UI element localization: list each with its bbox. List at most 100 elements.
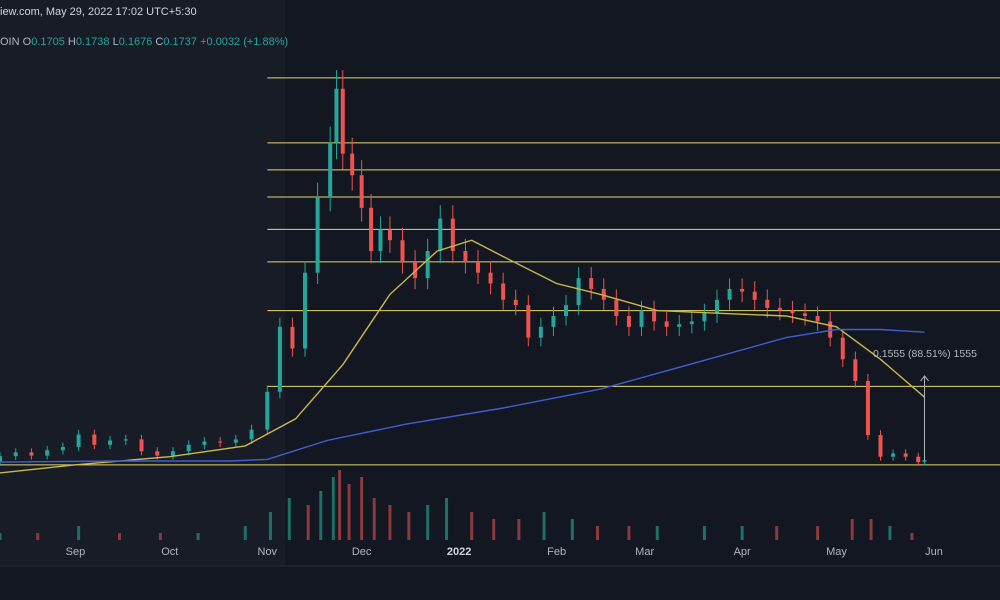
candle-body bbox=[652, 310, 657, 322]
candle-body bbox=[29, 452, 34, 456]
candle-body bbox=[108, 440, 113, 445]
candle-body bbox=[865, 380, 870, 436]
candle-body bbox=[155, 451, 160, 456]
volume-bar bbox=[869, 519, 873, 540]
candle-body bbox=[922, 460, 927, 462]
volume-bar bbox=[372, 498, 376, 540]
x-tick-label: Oct bbox=[161, 546, 178, 558]
volume-bar bbox=[740, 526, 744, 540]
x-tick-label: Jun bbox=[925, 546, 943, 558]
volume-bar bbox=[388, 505, 392, 540]
low-label: L bbox=[112, 36, 119, 48]
volume-bar bbox=[347, 484, 351, 540]
candle-body bbox=[702, 313, 707, 322]
x-tick-label: Dec bbox=[352, 546, 372, 558]
candle-body bbox=[438, 218, 443, 252]
candle-body bbox=[488, 272, 493, 284]
candle-body bbox=[689, 321, 694, 325]
candle-body bbox=[170, 451, 175, 456]
volume-bar bbox=[407, 512, 411, 540]
volume-bar bbox=[655, 526, 659, 540]
candle-body bbox=[564, 305, 569, 316]
volume-bar bbox=[158, 533, 162, 540]
low-value: 0.1676 bbox=[118, 36, 153, 48]
candle-body bbox=[916, 456, 921, 463]
candle-body bbox=[218, 441, 223, 443]
candle-body bbox=[765, 299, 770, 308]
volume-bar bbox=[36, 533, 40, 540]
volume-bar bbox=[850, 519, 854, 540]
candle-body bbox=[878, 435, 883, 457]
volume-bar bbox=[0, 533, 2, 540]
ma-fast-line bbox=[0, 239, 925, 474]
x-tick-label: Feb bbox=[547, 546, 566, 558]
volume-bar bbox=[77, 526, 81, 540]
volume-bar bbox=[319, 491, 323, 540]
volume-bar bbox=[816, 526, 820, 540]
candle-body bbox=[290, 326, 295, 349]
source-line: iew.com, May 29, 2022 17:02 UTC+5:30 bbox=[0, 6, 197, 18]
candle-body bbox=[891, 453, 896, 457]
volume-bar bbox=[426, 505, 430, 540]
change-value: +0.0032 (+1.88%) bbox=[200, 36, 289, 48]
candle-body bbox=[340, 88, 345, 154]
candle-body bbox=[450, 218, 455, 252]
volume-bar bbox=[445, 498, 449, 540]
x-tick-label: May bbox=[826, 546, 847, 558]
measure-tool[interactable] bbox=[920, 375, 929, 461]
volume-bar bbox=[360, 477, 364, 540]
candle-body bbox=[677, 324, 682, 327]
candle-body bbox=[233, 439, 238, 443]
candle-body bbox=[328, 142, 333, 197]
volume-bar bbox=[117, 533, 121, 540]
candle-body bbox=[123, 439, 128, 441]
candle-body bbox=[513, 299, 518, 306]
volume-bar bbox=[702, 526, 706, 540]
candle-body bbox=[639, 310, 644, 327]
candle-body bbox=[853, 359, 858, 381]
candle-body bbox=[815, 316, 820, 322]
ohlc-legend: OIN O0.1705 H0.1738 L0.1676 C0.1737 +0.0… bbox=[0, 36, 288, 48]
volume-bar bbox=[627, 526, 631, 540]
candle-body bbox=[60, 446, 65, 451]
candle-body bbox=[413, 261, 418, 279]
candle-body bbox=[740, 288, 745, 292]
candle-body bbox=[589, 278, 594, 289]
candle-body bbox=[425, 251, 430, 279]
candle-body bbox=[13, 452, 18, 457]
open-label: O bbox=[22, 36, 32, 48]
volume-bar bbox=[268, 512, 272, 540]
candle-body bbox=[186, 444, 191, 452]
x-axis: Sep Oct Nov Dec 2022 Feb Mar Apr May Jun bbox=[66, 546, 943, 558]
ma-slow-line bbox=[0, 328, 925, 463]
volume-bar bbox=[287, 498, 291, 540]
candle-body bbox=[803, 313, 808, 316]
candle-body bbox=[303, 272, 308, 349]
volume-bar bbox=[542, 512, 546, 540]
candle-body bbox=[76, 434, 81, 447]
candle-body bbox=[378, 229, 383, 252]
candle-body bbox=[334, 88, 339, 143]
volume-bar bbox=[196, 533, 200, 540]
candle-body bbox=[350, 153, 355, 176]
measure-arrow-icon bbox=[920, 375, 929, 382]
candle-body bbox=[387, 229, 392, 241]
highlight-range-shade bbox=[0, 0, 285, 565]
candle-body bbox=[139, 439, 144, 452]
candle-body bbox=[265, 391, 270, 430]
candle-body bbox=[475, 261, 480, 273]
candle-body bbox=[45, 450, 50, 456]
close-value: 0.1737 bbox=[163, 36, 198, 48]
volume-bar bbox=[775, 526, 779, 540]
volume-bar bbox=[338, 470, 342, 540]
candle-body bbox=[249, 429, 254, 440]
x-tick-label: Apr bbox=[734, 546, 751, 558]
candle-body bbox=[92, 434, 97, 445]
candle-body bbox=[714, 299, 719, 314]
measure-label: 0.1555 (88.51%) 1555 bbox=[873, 348, 977, 360]
volume-bar bbox=[331, 477, 335, 540]
candle-body bbox=[400, 240, 405, 262]
candle-body bbox=[538, 326, 543, 338]
candle-body bbox=[664, 321, 669, 327]
